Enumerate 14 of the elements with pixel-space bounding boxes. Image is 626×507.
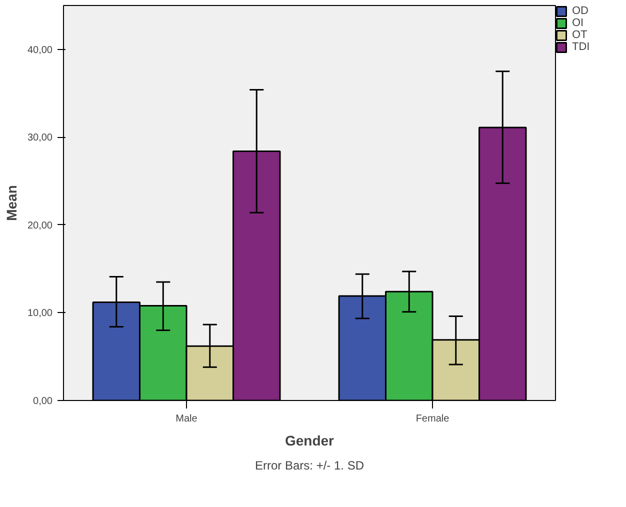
legend-label: OD: [572, 5, 590, 17]
x-tick-label: Male: [176, 414, 198, 424]
y-tick-label: 40,00: [27, 44, 53, 56]
x-axis-title: Gender: [284, 432, 335, 448]
y-tick-label: 0,00: [33, 396, 53, 407]
y-tick-label: 10,00: [27, 308, 53, 320]
legend-label: TDI: [572, 41, 591, 53]
legend-label: OI: [572, 17, 585, 29]
y-axis-title: Mean: [3, 185, 20, 221]
text: Error Bars: +/- 1. SD: [254, 458, 364, 472]
x-tick-label: Female: [416, 414, 450, 424]
y-tick-label: 30,00: [27, 132, 53, 144]
y-tick-label: 20,00: [27, 220, 53, 232]
legend-label: OT: [572, 29, 588, 41]
